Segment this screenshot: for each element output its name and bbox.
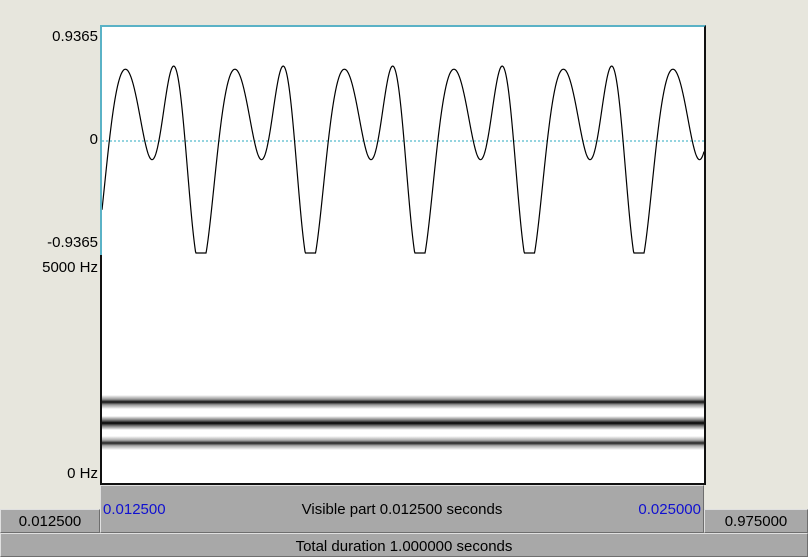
formant-band-2	[102, 416, 704, 430]
visible-part-bar[interactable]: 0.012500 Visible part 0.012500 seconds 0…	[100, 485, 704, 533]
waveform-ymin-label: -0.9365	[47, 234, 98, 251]
total-duration-label: Total duration 1.000000 seconds	[295, 538, 513, 555]
right-outside-value: 0.975000	[724, 513, 788, 530]
waveform-plot	[102, 65, 704, 254]
spectrogram-fmax-label: 5000 Hz	[42, 259, 98, 276]
right-outside-bar[interactable]: 0.975000	[704, 509, 808, 533]
formant-band-1	[102, 395, 704, 409]
waveform-ymax-label: 0.9365	[52, 28, 98, 45]
waveform-panel[interactable]	[100, 25, 706, 257]
visible-part-label: Visible part 0.012500 seconds	[301, 501, 503, 518]
waveform-trace	[102, 65, 704, 254]
waveform-zero-label: 0	[89, 131, 98, 148]
total-duration-bar[interactable]: Total duration 1.000000 seconds	[0, 533, 808, 557]
spectrogram-fmin-label: 0 Hz	[67, 465, 98, 482]
formant-band-3	[102, 436, 704, 450]
left-outside-bar[interactable]: 0.012500	[0, 509, 100, 533]
visible-start-time: 0.012500	[103, 501, 166, 518]
spectrogram-panel[interactable]	[100, 255, 706, 485]
visible-end-time: 0.025000	[638, 501, 701, 518]
left-outside-value: 0.012500	[18, 513, 82, 530]
